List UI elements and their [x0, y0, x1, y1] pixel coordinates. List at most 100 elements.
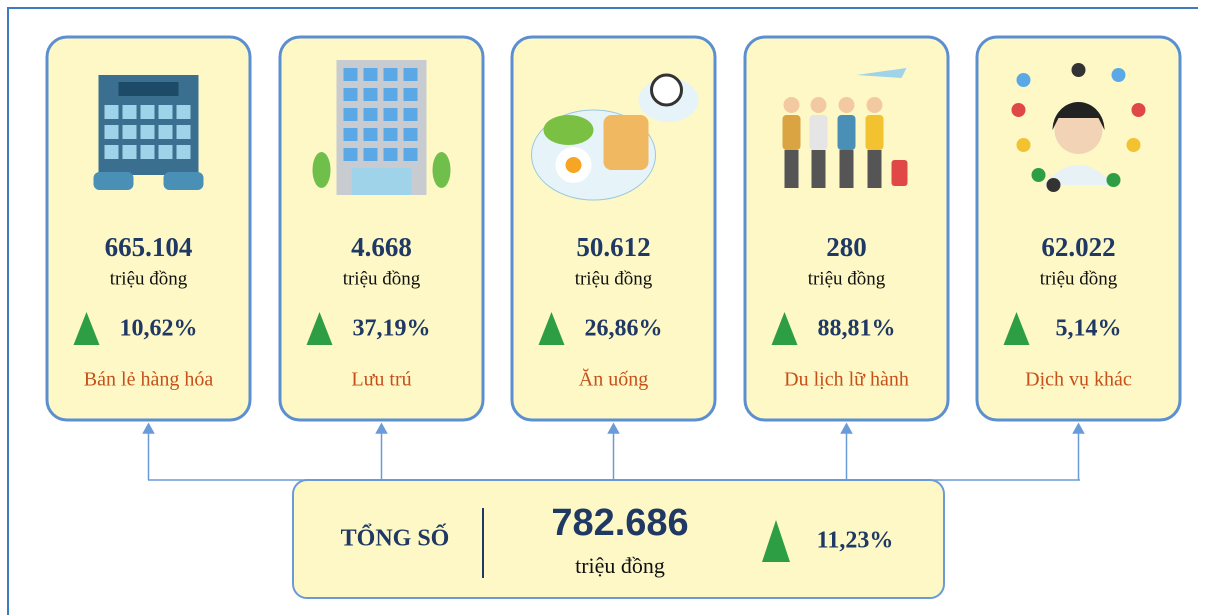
window — [177, 125, 191, 139]
yolk — [566, 157, 582, 173]
window — [105, 125, 119, 139]
window — [159, 105, 173, 119]
window — [404, 88, 418, 101]
car — [164, 172, 204, 190]
arrow-head — [842, 424, 852, 433]
card-value: 665.104 — [105, 232, 193, 262]
card — [977, 37, 1180, 420]
arrow-head — [377, 424, 387, 433]
card-unit: triệu đồng — [343, 268, 421, 289]
door — [352, 168, 412, 195]
window — [159, 125, 173, 139]
window — [404, 128, 418, 141]
service-icon — [1017, 73, 1031, 87]
cup — [652, 75, 682, 105]
window — [344, 128, 358, 141]
window — [177, 105, 191, 119]
tree — [433, 152, 451, 188]
card-unit: triệu đồng — [1040, 268, 1118, 289]
window — [177, 145, 191, 159]
window — [364, 128, 378, 141]
card-unit: triệu đồng — [808, 268, 886, 289]
card — [745, 37, 948, 420]
service-icon — [1112, 68, 1126, 82]
card-unit: triệu đồng — [575, 268, 653, 289]
service-icon — [1012, 103, 1026, 117]
total-label: TỔNG SỐ — [341, 525, 450, 552]
card-value: 62.022 — [1041, 232, 1115, 262]
tree — [313, 152, 331, 188]
total-unit: triệu đồng — [575, 553, 665, 578]
car — [94, 172, 134, 190]
service-icon — [1032, 168, 1046, 182]
legs — [868, 150, 882, 188]
card-label: Lưu trú — [351, 369, 411, 391]
window — [404, 68, 418, 81]
window — [123, 145, 137, 159]
card-value: 4.668 — [351, 232, 412, 262]
window — [404, 148, 418, 161]
arrow-head — [1074, 424, 1084, 433]
window — [404, 108, 418, 121]
sign — [119, 82, 179, 96]
head — [811, 97, 827, 113]
window — [384, 108, 398, 121]
total-value: 782.686 — [551, 502, 688, 544]
window — [141, 125, 155, 139]
card-label: Bán lẻ hàng hóa — [84, 369, 214, 391]
window — [105, 145, 119, 159]
window — [105, 105, 119, 119]
window — [364, 68, 378, 81]
total-change: 11,23% — [817, 528, 894, 554]
card-change: 26,86% — [585, 316, 663, 342]
legs — [785, 150, 799, 188]
card-change: 5,14% — [1056, 316, 1122, 342]
service-icon — [1047, 178, 1061, 192]
window — [159, 145, 173, 159]
card-label: Dịch vụ khác — [1025, 369, 1132, 391]
window — [123, 105, 137, 119]
card-change: 37,19% — [353, 316, 431, 342]
body — [783, 115, 801, 150]
window — [123, 125, 137, 139]
body — [810, 115, 828, 150]
window — [344, 68, 358, 81]
window — [141, 145, 155, 159]
service-icon — [1107, 173, 1121, 187]
service-icon — [1017, 138, 1031, 152]
salad — [544, 115, 594, 145]
arrow-head — [144, 424, 154, 433]
window — [344, 148, 358, 161]
legs — [812, 150, 826, 188]
card-value: 280 — [826, 232, 867, 262]
body — [866, 115, 884, 150]
window — [364, 88, 378, 101]
card-change: 88,81% — [818, 316, 896, 342]
card-label: Ăn uống — [579, 368, 648, 391]
window — [344, 108, 358, 121]
card-unit: triệu đồng — [110, 268, 188, 289]
infographic: TỔNG SỐ 782.686 triệu đồng 11,23% 665.10… — [0, 0, 1206, 615]
connectors — [144, 424, 1084, 480]
toast — [604, 115, 649, 170]
window — [344, 88, 358, 101]
cards: 665.104 triệu đồng 10,62% Bán lẻ hàng hóa 4.… — [47, 37, 1180, 420]
window — [384, 88, 398, 101]
legs — [840, 150, 854, 188]
icon — [94, 75, 204, 190]
window — [364, 108, 378, 121]
card-change: 10,62% — [120, 316, 198, 342]
suitcase — [892, 160, 908, 186]
head — [784, 97, 800, 113]
window — [141, 105, 155, 119]
head — [867, 97, 883, 113]
card-label: Du lịch lữ hành — [784, 369, 909, 391]
service-icon — [1072, 63, 1086, 77]
window — [384, 68, 398, 81]
window — [384, 128, 398, 141]
body — [838, 115, 856, 150]
card-value: 50.612 — [576, 232, 650, 262]
arrow-head — [609, 424, 619, 433]
window — [364, 148, 378, 161]
head — [839, 97, 855, 113]
